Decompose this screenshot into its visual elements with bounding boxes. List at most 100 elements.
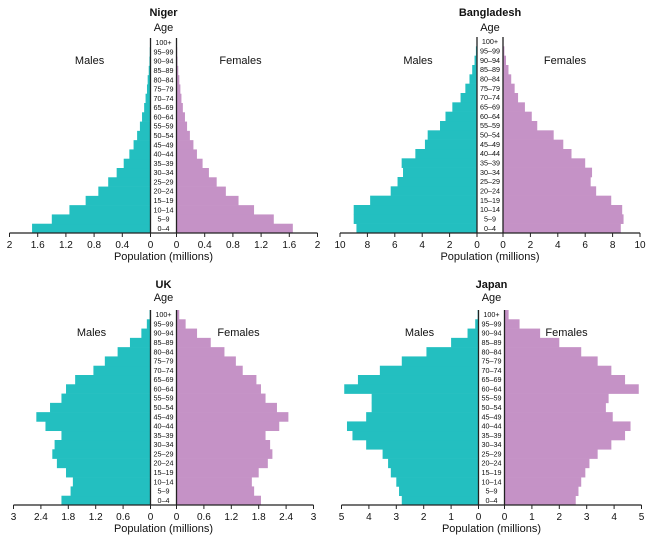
female-bar bbox=[176, 412, 289, 422]
age-band-label: 45–49 bbox=[482, 412, 502, 421]
male-bar bbox=[390, 186, 477, 196]
age-band-label: 45–49 bbox=[480, 140, 500, 149]
male-bar bbox=[50, 402, 151, 413]
age-band-label: 75–79 bbox=[480, 84, 500, 93]
females-label: Females bbox=[219, 55, 262, 67]
male-bar bbox=[104, 356, 151, 367]
x-tick-label: 5 bbox=[339, 512, 345, 523]
x-tick-label: 4 bbox=[611, 512, 617, 523]
female-bar bbox=[504, 477, 582, 487]
age-band-label: 15–19 bbox=[154, 196, 174, 205]
x-tick-label: 8 bbox=[365, 240, 371, 251]
female-bar bbox=[176, 319, 186, 329]
chart-title: Bangladesh bbox=[459, 7, 522, 19]
female-bar bbox=[503, 177, 591, 187]
female-bar bbox=[176, 205, 255, 215]
age-band-label: 100+ bbox=[155, 38, 171, 47]
female-bar bbox=[504, 356, 598, 367]
male-bar bbox=[370, 195, 477, 206]
male-bar bbox=[474, 55, 477, 66]
age-band-label: 40–44 bbox=[154, 150, 174, 159]
male-bar bbox=[93, 365, 151, 376]
female-bar bbox=[504, 458, 590, 469]
male-bar bbox=[366, 440, 479, 450]
x-tick-label: 8 bbox=[610, 240, 616, 251]
male-bar bbox=[460, 93, 477, 103]
female-bar bbox=[504, 412, 613, 422]
x-axis-title: Population (millions) bbox=[442, 523, 541, 535]
female-bar bbox=[504, 365, 612, 376]
female-bar bbox=[176, 477, 252, 487]
males-label: Males bbox=[75, 55, 105, 67]
female-bar bbox=[176, 195, 239, 206]
male-bar bbox=[344, 384, 479, 394]
female-bar bbox=[503, 167, 593, 178]
x-tick-label: 0 bbox=[148, 512, 154, 523]
x-tick-label: 1.6 bbox=[31, 240, 45, 251]
female-bar bbox=[176, 393, 266, 404]
x-tick-label: 1.2 bbox=[224, 512, 238, 523]
age-band-label: 55–59 bbox=[154, 122, 174, 131]
male-bar bbox=[426, 347, 479, 357]
male-bar bbox=[356, 223, 477, 234]
x-tick-label: 1.2 bbox=[254, 240, 268, 251]
females-label: Females bbox=[544, 55, 587, 67]
x-tick-label: 0 bbox=[174, 512, 180, 523]
age-band-label: 5–9 bbox=[158, 215, 170, 224]
female-bar bbox=[504, 467, 586, 478]
age-band-label: 95–99 bbox=[482, 319, 502, 328]
age-band-label: 60–64 bbox=[154, 112, 174, 121]
male-bar bbox=[353, 214, 477, 224]
x-tick-label: 10 bbox=[334, 240, 346, 251]
female-bar bbox=[504, 486, 579, 497]
age-band-label: 50–54 bbox=[154, 131, 174, 140]
male-bar bbox=[146, 84, 151, 95]
x-tick-label: 6 bbox=[392, 240, 398, 251]
age-axis-title: Age bbox=[154, 22, 174, 34]
age-band-label: 10–14 bbox=[154, 205, 174, 214]
female-bar bbox=[176, 356, 236, 367]
female-bar bbox=[176, 158, 203, 169]
x-tick-label: 1.8 bbox=[61, 512, 75, 523]
age-band-label: 100+ bbox=[483, 310, 499, 319]
age-band-label: 60–64 bbox=[480, 112, 500, 121]
female-bar bbox=[176, 130, 190, 141]
female-bar bbox=[504, 393, 609, 404]
x-tick-label: 2 bbox=[528, 240, 534, 251]
female-bar bbox=[504, 375, 626, 385]
female-bar bbox=[176, 458, 268, 469]
age-band-label: 75–79 bbox=[154, 357, 174, 366]
age-band-label: 35–39 bbox=[482, 431, 502, 440]
age-band-label: 65–69 bbox=[482, 375, 502, 384]
female-bar bbox=[504, 310, 509, 320]
female-bar bbox=[503, 223, 621, 234]
females-label: Females bbox=[217, 327, 260, 339]
age-band-label: 5–9 bbox=[158, 487, 170, 496]
x-tick-label: 2 bbox=[421, 512, 427, 523]
female-bar bbox=[176, 430, 266, 441]
age-band-label: 70–74 bbox=[154, 94, 174, 103]
x-tick-label: 0.8 bbox=[87, 240, 101, 251]
x-tick-label: 1 bbox=[529, 512, 535, 523]
age-band-label: 80–84 bbox=[154, 347, 174, 356]
age-band-label: 100+ bbox=[482, 37, 498, 46]
male-bar bbox=[61, 495, 151, 506]
female-bar bbox=[176, 84, 181, 95]
age-band-label: 85–89 bbox=[154, 66, 174, 75]
x-tick-label: 0 bbox=[148, 240, 154, 251]
x-tick-label: 4 bbox=[366, 512, 372, 523]
male-bar bbox=[36, 412, 151, 422]
x-tick-label: 0.4 bbox=[198, 240, 212, 251]
x-tick-label: 0 bbox=[474, 240, 480, 251]
female-bar bbox=[176, 421, 280, 432]
age-band-label: 85–89 bbox=[154, 338, 174, 347]
male-bar bbox=[66, 384, 151, 394]
female-bar bbox=[504, 449, 598, 459]
age-band-label: 15–19 bbox=[154, 468, 174, 477]
age-band-label: 0–4 bbox=[158, 224, 170, 233]
male-bar bbox=[129, 337, 151, 348]
male-bar bbox=[397, 177, 477, 187]
male-bar bbox=[371, 393, 479, 404]
male-bar bbox=[54, 440, 151, 450]
